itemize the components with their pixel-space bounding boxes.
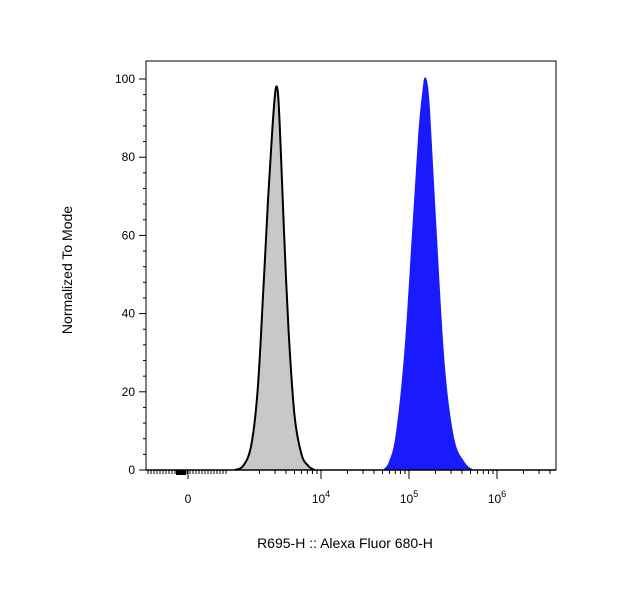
x-axis-title: R695-H :: Alexa Fluor 680-H	[257, 535, 433, 551]
x-tick-label: 104	[312, 489, 330, 506]
plot-frame	[145, 60, 557, 471]
y-axis-title: Normalized To Mode	[59, 206, 75, 334]
x-tick-label: 106	[488, 489, 506, 506]
x-zero-marker	[176, 470, 186, 475]
y-tick-label: 60	[122, 228, 136, 242]
y-tick-label: 20	[122, 385, 136, 399]
series-2-line	[383, 77, 473, 471]
y-tick-label: 0	[128, 463, 135, 477]
series-1-area	[234, 86, 315, 471]
x-axis: 0 104 105 106	[147, 470, 551, 506]
series-1-line	[234, 85, 315, 471]
y-tick-label: 40	[122, 307, 136, 321]
y-axis: 0 20 40 60 80 100	[115, 72, 146, 477]
histogram-curves	[146, 77, 556, 471]
y-tick-label: 100	[115, 72, 135, 86]
x-tick-label: 105	[400, 489, 418, 506]
series-2-area	[384, 78, 472, 471]
x-tick-label: 0	[185, 492, 192, 506]
y-tick-label: 80	[122, 150, 136, 164]
